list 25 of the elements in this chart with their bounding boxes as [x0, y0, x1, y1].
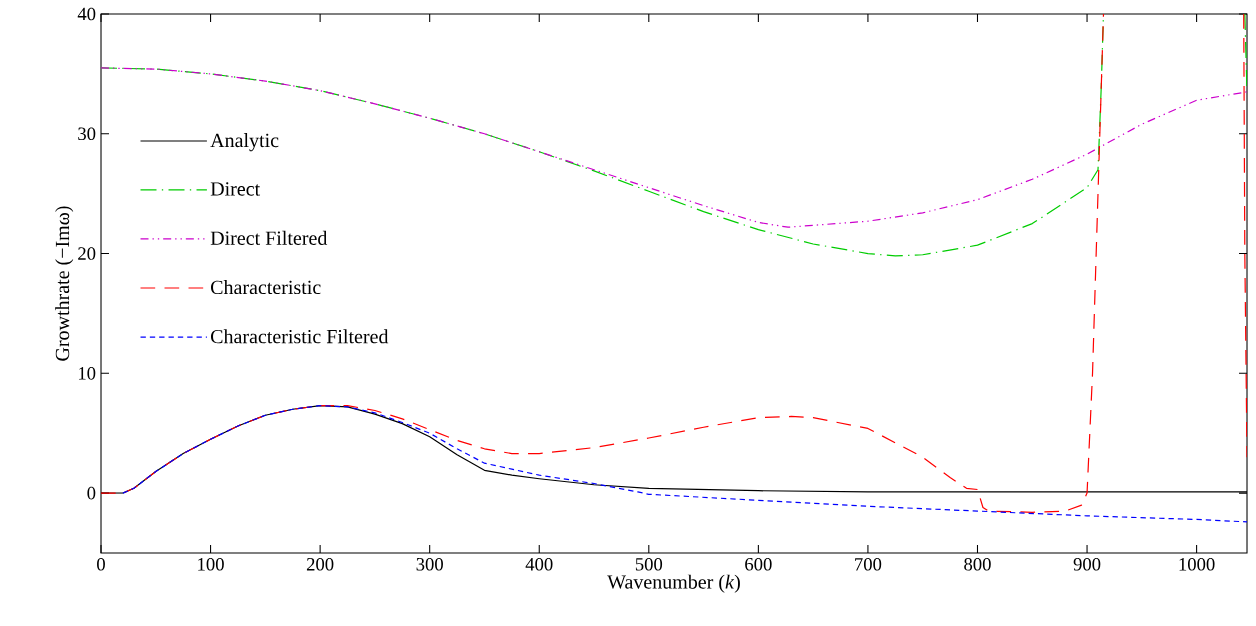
y-tick-label: 0: [87, 486, 96, 500]
legend-label: Direct Filtered: [210, 230, 328, 245]
x-axis-title: Wavenumber (k): [607, 574, 740, 593]
y-tick-label: 40: [77, 7, 96, 21]
y-axis-title: Growthrate (−Imω): [55, 206, 74, 361]
x-tick-label: 200: [306, 557, 334, 571]
y-tick-label: 10: [78, 367, 96, 380]
x-tick-label: 500: [635, 557, 663, 571]
x-tick-label: 400: [525, 557, 553, 571]
line-series: [122, 405, 1248, 523]
legend-label: Characteristic Filtered: [210, 329, 389, 344]
legend-label: Characteristic: [210, 280, 321, 295]
y-tick-label: 30: [78, 127, 96, 141]
x-tick-label: 1000: [1179, 557, 1215, 571]
legend-label: Analytic: [210, 133, 279, 152]
x-tick-label: 100: [198, 557, 224, 571]
line-series: [101, 67, 1248, 228]
x-tick-label: 900: [1073, 557, 1101, 571]
x-tick-label: 600: [745, 557, 772, 571]
legend-label: Direct: [210, 182, 261, 196]
x-tick-label: 800: [964, 557, 991, 571]
y-tick-label: 20: [78, 247, 96, 260]
x-tick-label: 700: [855, 557, 882, 571]
x-tick-label: 300: [416, 557, 443, 571]
x-tick-label: 0: [97, 557, 105, 571]
